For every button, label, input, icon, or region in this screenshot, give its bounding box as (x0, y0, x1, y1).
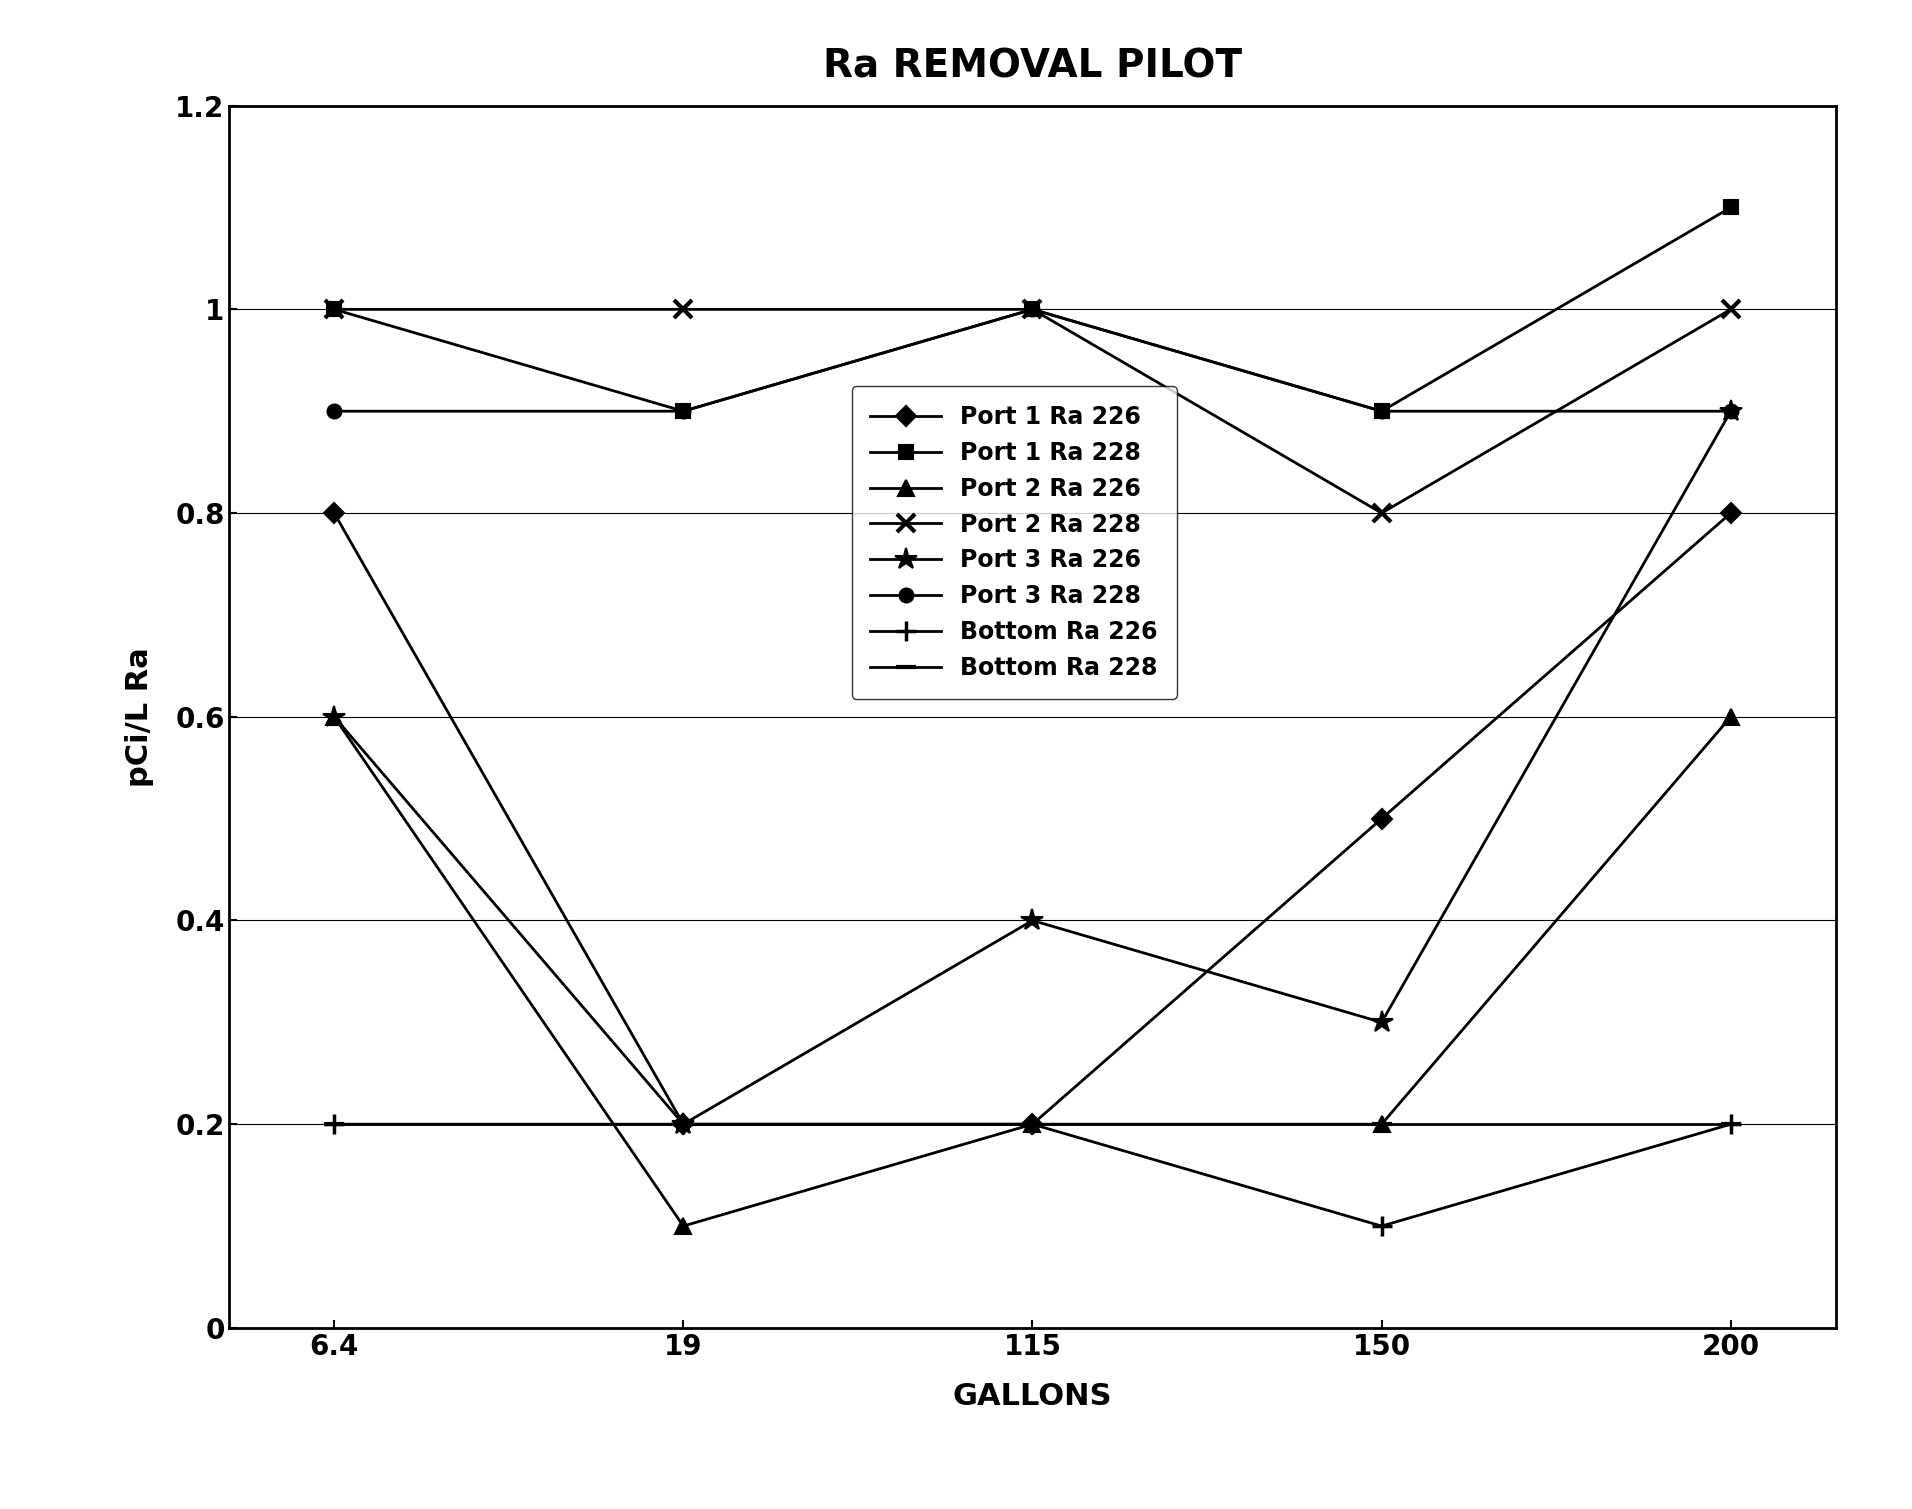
Bottom Ra 228 (323, 1115, 346, 1133)
Port 3 Ra 226 (1719, 401, 1742, 420)
Bottom Ra 228 (671, 1115, 694, 1133)
Port 3 Ra 228 (671, 401, 694, 420)
Line: Port 3 Ra 228: Port 3 Ra 228 (327, 302, 1738, 418)
Port 3 Ra 226 (323, 708, 346, 726)
Bottom Ra 226 (323, 1115, 346, 1133)
Bottom Ra 226 (671, 1115, 694, 1133)
Line: Port 1 Ra 228: Port 1 Ra 228 (327, 201, 1738, 418)
Port 1 Ra 226 (1371, 809, 1394, 827)
Line: Port 1 Ra 226: Port 1 Ra 226 (327, 506, 1738, 1132)
Legend: Port 1 Ra 226, Port 1 Ra 228, Port 2 Ra 226, Port 2 Ra 228, Port 3 Ra 226, Port : Port 1 Ra 226, Port 1 Ra 228, Port 2 Ra … (851, 386, 1176, 699)
Port 1 Ra 228 (1719, 198, 1742, 216)
Bottom Ra 226 (1719, 1115, 1742, 1133)
Port 2 Ra 226 (323, 708, 346, 726)
Bottom Ra 228 (1371, 1115, 1394, 1133)
Line: Port 2 Ra 228: Port 2 Ra 228 (325, 300, 1740, 522)
Line: Port 3 Ra 226: Port 3 Ra 226 (323, 400, 1742, 1135)
Port 1 Ra 228 (1021, 300, 1044, 318)
Line: Port 2 Ra 226: Port 2 Ra 226 (327, 709, 1738, 1234)
Port 3 Ra 226 (671, 1115, 694, 1133)
Port 2 Ra 228 (1021, 300, 1044, 318)
Bottom Ra 226 (1371, 1216, 1394, 1234)
Port 3 Ra 228 (1021, 300, 1044, 318)
Port 2 Ra 226 (1021, 1115, 1044, 1133)
Port 1 Ra 226 (1021, 1115, 1044, 1133)
Line: Bottom Ra 226: Bottom Ra 226 (325, 1115, 1740, 1236)
Port 3 Ra 226 (1371, 1014, 1394, 1032)
Port 3 Ra 228 (1371, 401, 1394, 420)
Port 3 Ra 228 (323, 401, 346, 420)
Port 2 Ra 226 (1371, 1115, 1394, 1133)
Port 2 Ra 226 (1719, 708, 1742, 726)
Port 1 Ra 228 (323, 300, 346, 318)
Port 3 Ra 226 (1021, 911, 1044, 930)
Port 1 Ra 228 (1371, 401, 1394, 420)
Port 1 Ra 228 (671, 401, 694, 420)
Port 2 Ra 228 (671, 300, 694, 318)
Bottom Ra 228 (1719, 1115, 1742, 1133)
Port 1 Ra 226 (1719, 504, 1742, 522)
Bottom Ra 226 (1021, 1115, 1044, 1133)
Y-axis label: pCi/L Ra: pCi/L Ra (126, 647, 155, 786)
Port 3 Ra 228 (1719, 401, 1742, 420)
X-axis label: GALLONS: GALLONS (952, 1382, 1113, 1411)
Port 2 Ra 226 (671, 1216, 694, 1234)
Bottom Ra 228 (1021, 1115, 1044, 1133)
Line: Bottom Ra 228: Bottom Ra 228 (325, 1115, 1740, 1133)
Title: Ra REMOVAL PILOT: Ra REMOVAL PILOT (822, 48, 1243, 86)
Port 2 Ra 228 (1371, 504, 1394, 522)
Port 1 Ra 226 (671, 1115, 694, 1133)
Port 2 Ra 228 (1719, 300, 1742, 318)
Port 2 Ra 228 (323, 300, 346, 318)
Port 1 Ra 226 (323, 504, 346, 522)
